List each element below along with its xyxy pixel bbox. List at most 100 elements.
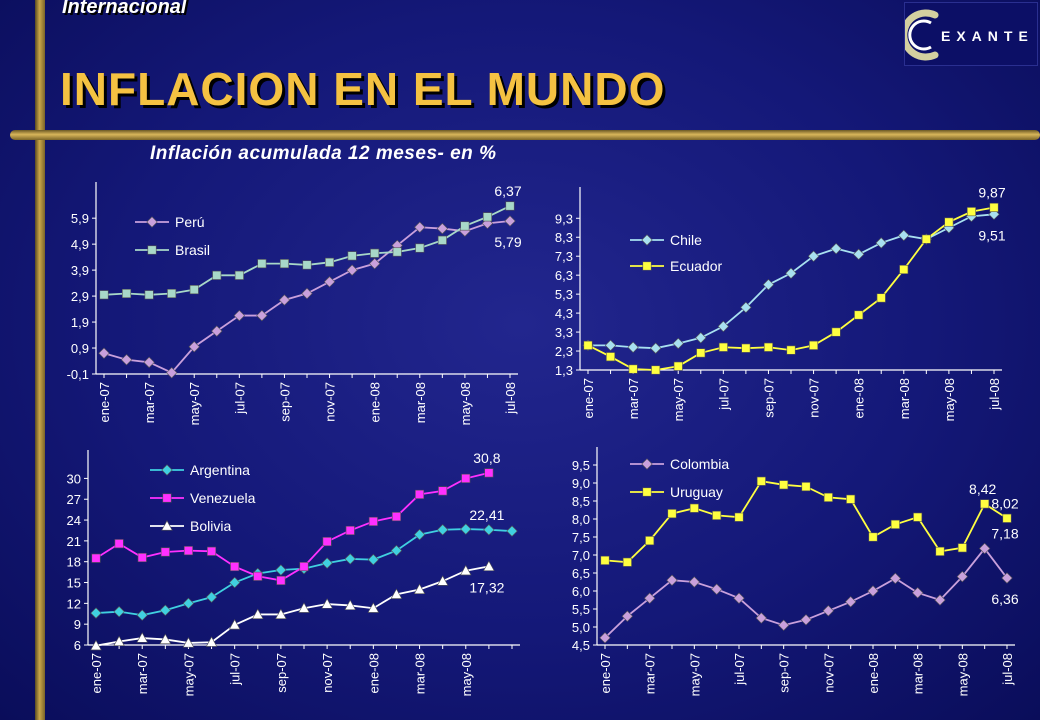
y-tick-label: 30 (67, 471, 81, 486)
legend-label-brasil: Brasil (175, 242, 210, 258)
y-tick-label: 5,0 (572, 620, 590, 635)
gold-horizontal-bar (10, 130, 1040, 140)
x-tick-label: may-08 (955, 653, 970, 696)
data-point-bolivia (367, 602, 380, 613)
data-point-chile (943, 222, 955, 234)
gold-vertical-bar (35, 0, 45, 720)
data-point-argentina (229, 576, 241, 589)
x-tick-label: sep-07 (777, 653, 792, 693)
x-tick-label: ene-07 (581, 378, 596, 418)
data-point-bolivia (413, 583, 426, 594)
x-tick-label: mar-07 (626, 378, 641, 419)
x-tick-label: nov-07 (323, 382, 338, 422)
y-tick-label: 6,0 (572, 584, 590, 599)
data-point-venezuela (484, 468, 494, 478)
data-point-brasil (370, 248, 380, 258)
data-point-perú (481, 217, 494, 229)
x-tick-label: may-08 (459, 653, 474, 696)
data-point-argentina (367, 553, 379, 566)
data-point-chile (672, 337, 684, 350)
data-point-argentina (413, 529, 426, 541)
data-point-bolivia (298, 602, 310, 613)
data-point-ecuador (854, 310, 864, 320)
y-tick-label: 4,9 (71, 237, 89, 252)
data-point-ecuador (989, 202, 999, 212)
data-point-perú (391, 239, 403, 252)
y-tick-label: 21 (67, 534, 81, 549)
x-tick-label: mar-07 (142, 382, 157, 423)
data-point-colombia (845, 596, 857, 608)
data-point-colombia (822, 605, 834, 617)
y-tick-label: 8,5 (572, 494, 590, 509)
x-tick-label: jul-07 (228, 653, 243, 686)
exante-logo: EXANTE (900, 2, 1038, 66)
data-point-chile (830, 242, 842, 255)
data-point-bolivia (252, 608, 264, 619)
series-line-argentina (95, 528, 513, 617)
data-point-uruguay (645, 536, 655, 546)
data-point-chile (853, 248, 865, 260)
x-tick-label: jul-07 (232, 382, 247, 415)
y-tick-label: 2,9 (71, 289, 89, 304)
data-point-venezuela (253, 571, 263, 581)
data-point-venezuela (114, 539, 124, 549)
data-point-argentina (460, 523, 472, 535)
data-point-ecuador (921, 234, 931, 244)
data-point-bolivia (205, 636, 218, 647)
data-point-bolivia (113, 635, 125, 647)
y-tick-label: 9,5 (572, 458, 590, 473)
data-point-uruguay (868, 532, 878, 542)
x-tick-label: nov-07 (821, 653, 836, 693)
y-tick-label: 6,3 (555, 268, 573, 283)
data-point-bolivia (483, 560, 495, 571)
data-point-venezuela (91, 553, 101, 563)
y-tick-label: 4,5 (572, 638, 590, 653)
legend-label-venezuela: Venezuela (190, 490, 256, 506)
y-tick-label: 7,3 (555, 249, 573, 264)
data-point-bolivia (136, 632, 148, 643)
y-tick-label: 7,0 (572, 548, 590, 563)
series-line-uruguay (604, 480, 1008, 564)
data-label: 6,36 (991, 591, 1018, 607)
data-point-uruguay (779, 480, 789, 490)
data-point-ecuador (628, 364, 638, 374)
data-point-perú (369, 258, 381, 270)
data-label: 5,79 (494, 234, 521, 250)
y-tick-label: 9 (74, 617, 81, 632)
data-point-ecuador (741, 343, 751, 353)
data-point-argentina (90, 607, 102, 619)
data-point-chile (875, 237, 887, 249)
data-point-perú (301, 287, 313, 300)
data-point-bolivia (436, 575, 449, 586)
data-point-colombia (934, 594, 946, 606)
data-point-venezuela (160, 547, 170, 557)
data-point-ecuador (831, 327, 841, 337)
data-point-uruguay (667, 509, 677, 519)
data-point-uruguay (1002, 513, 1012, 523)
chart-subtitle: Inflación acumulada 12 meses- en % (150, 143, 497, 164)
data-point-brasil (234, 270, 244, 280)
x-tick-label: mar-07 (643, 653, 658, 694)
data-point-brasil (99, 290, 109, 300)
series-line-colombia (604, 547, 1008, 639)
data-point-perú (143, 356, 155, 368)
data-point-brasil (302, 260, 312, 270)
data-point-bolivia (390, 588, 403, 599)
series-line-bolivia (95, 565, 490, 647)
x-tick-label: nov-07 (320, 653, 335, 693)
data-point-venezuela (391, 512, 401, 522)
data-point-perú (504, 215, 516, 227)
data-label: 7,18 (991, 526, 1018, 542)
data-point-colombia (644, 592, 656, 604)
data-point-bolivia (228, 619, 241, 630)
x-tick-label: jul-08 (503, 382, 518, 415)
data-point-bolivia (275, 608, 287, 619)
y-tick-label: 1,3 (555, 363, 573, 378)
x-tick-label: sep-07 (761, 378, 776, 418)
data-point-uruguay (734, 512, 744, 522)
legend-label-perú: Perú (175, 214, 205, 230)
legend-marker-ecuador (642, 261, 652, 271)
data-point-uruguay (823, 492, 833, 502)
x-tick-label: mar-08 (911, 653, 926, 694)
data-point-ecuador (786, 345, 796, 355)
